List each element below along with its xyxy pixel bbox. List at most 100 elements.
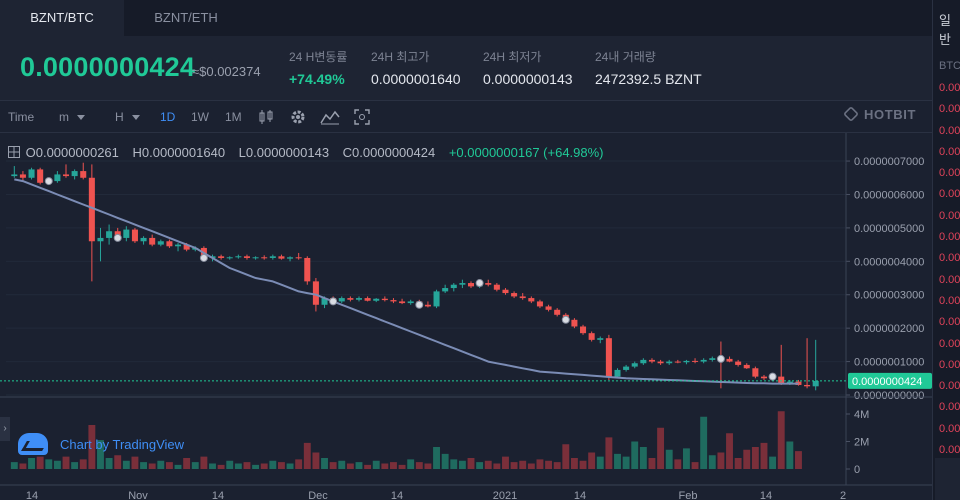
volume-bar <box>639 447 647 469</box>
ohlc-open: O0.0000000261 <box>25 145 119 160</box>
candle-body <box>321 298 328 305</box>
hours-dropdown[interactable]: H <box>115 110 140 124</box>
volume-bar <box>260 463 268 469</box>
chevron-down-icon <box>131 115 140 121</box>
legend-toggle-icon[interactable] <box>8 146 20 158</box>
orderbook-price-cell[interactable]: 0.000 <box>939 209 960 222</box>
stat-value: 2472392.5 BZNT <box>595 71 702 87</box>
tab-bznt-eth[interactable]: BZNT/ETH <box>154 10 218 25</box>
minutes-dropdown[interactable]: m <box>59 110 85 124</box>
stat-24h-change: 24 H변동률 +74.49% <box>289 48 347 87</box>
candle <box>37 167 44 185</box>
volume-bar <box>209 463 216 469</box>
volume-bar <box>295 459 303 469</box>
candle <box>804 338 811 389</box>
volume-bar <box>502 456 509 469</box>
candle <box>88 164 95 282</box>
orderbook-panel: 일반 BTC 0.0000.0000.0000.0000.0000.0000.0… <box>932 0 960 500</box>
tradingview-attribution[interactable]: Chart by TradingView <box>18 433 184 455</box>
orderbook-price-cell[interactable]: 0.000 <box>939 422 960 435</box>
candle-body <box>726 358 733 362</box>
orderbook-price-cell[interactable]: 0.000 <box>939 82 960 94</box>
orderbook-price-cell[interactable]: 0.000 <box>939 188 960 201</box>
volume-bar <box>364 464 372 469</box>
orderbook-price-cell[interactable]: 0.000 <box>939 358 960 371</box>
candle <box>62 164 70 178</box>
orderbook-price-cell[interactable]: 0.000 <box>939 273 960 286</box>
candle-body <box>743 364 750 369</box>
candle <box>735 359 742 367</box>
volume-bar <box>545 460 553 469</box>
screenshot-icon[interactable] <box>354 109 370 125</box>
interval-1m[interactable]: 1M <box>225 110 242 124</box>
candle <box>502 288 509 295</box>
orderbook-price-cell[interactable]: 0.000 <box>939 231 960 244</box>
orderbook-price-cell[interactable]: 0.000 <box>939 316 960 329</box>
orderbook-price-cell[interactable]: 0.000 <box>939 124 960 137</box>
candle-body <box>623 366 630 370</box>
orderbook-price-cell[interactable]: 0.000 <box>939 444 960 457</box>
volume-bar <box>622 456 630 469</box>
volume-bar <box>71 462 79 469</box>
candle <box>261 255 268 260</box>
marker-dot <box>44 177 53 186</box>
candle-body <box>183 244 190 250</box>
candle-body <box>252 257 259 259</box>
candle <box>760 374 768 380</box>
volume-bar <box>165 462 173 469</box>
orderbook-price-cell[interactable]: 0.000 <box>939 401 960 414</box>
candle <box>347 296 354 302</box>
candle <box>674 359 681 364</box>
panel-collapse-handle[interactable]: › <box>0 417 10 441</box>
volume-bar <box>648 458 656 469</box>
candle <box>252 256 259 260</box>
volume-bar <box>321 458 328 469</box>
candle-body <box>407 301 414 304</box>
volume-bar <box>700 416 708 469</box>
chart-container: Time m H 1D 1W 1M HOTBIT 0.0000007000 0.0… <box>0 100 932 500</box>
candle <box>605 334 612 380</box>
interval-1w[interactable]: 1W <box>191 110 209 124</box>
candle-body <box>338 298 345 302</box>
orderbook-price-cell[interactable]: 0.000 <box>939 337 960 350</box>
volume-tick-label: 4M <box>854 409 869 421</box>
orderbook-price-cell[interactable]: 0.000 <box>939 380 960 393</box>
orderbook-price-cell[interactable]: 0.000 <box>939 167 960 180</box>
candle <box>226 256 233 260</box>
time-button[interactable]: Time <box>8 110 35 124</box>
price-chart[interactable]: 0.0000007000 0.0000006000 0.0000005000 0.00… <box>0 133 932 500</box>
time-tick-label: 2021 <box>493 490 517 500</box>
candle <box>218 254 225 260</box>
candle <box>588 331 595 342</box>
candle <box>373 298 380 303</box>
orderbook-price-cell[interactable]: 0.000 <box>939 103 960 116</box>
volume-bar <box>734 458 742 469</box>
orderbook-price-cell[interactable]: 0.000 <box>939 252 960 265</box>
volume-bar <box>682 448 690 469</box>
orderbook-price-cell[interactable]: 0.000 <box>939 294 960 307</box>
candle <box>106 224 113 245</box>
volume-bar <box>97 440 104 469</box>
candle <box>450 283 457 292</box>
volume-bar <box>795 451 802 469</box>
tab-bznt-btc[interactable]: BZNT/BTC <box>0 0 124 36</box>
volume-bar <box>708 455 716 469</box>
hexagon-icon <box>843 106 859 122</box>
candlestick-icon[interactable] <box>258 109 274 125</box>
marker-dot <box>415 300 424 309</box>
volume-bar <box>79 459 87 469</box>
candle-body <box>347 298 354 300</box>
interval-1d[interactable]: 1D <box>160 110 176 124</box>
moving-average-line <box>14 178 799 385</box>
candle <box>243 254 250 260</box>
candle <box>683 359 690 365</box>
gear-icon[interactable] <box>289 108 307 126</box>
orderbook-price-cell[interactable]: 0.000 <box>939 145 960 158</box>
candle-body <box>278 256 285 259</box>
last-price: 0.0000000424 <box>20 52 196 82</box>
indicators-icon[interactable] <box>320 109 340 125</box>
volume-bar <box>234 463 242 469</box>
last-price-badge <box>848 372 932 389</box>
marker-dot <box>716 354 725 363</box>
candle <box>304 256 311 285</box>
